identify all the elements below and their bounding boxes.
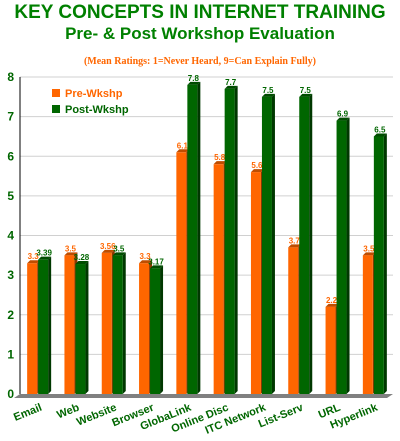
bar-front — [64, 255, 75, 394]
bar-front — [362, 255, 373, 394]
bar-top — [187, 81, 201, 85]
bar-front — [250, 172, 261, 394]
data-label: 6.9 — [337, 110, 349, 119]
bar-top — [288, 244, 302, 248]
data-label: 7.8 — [188, 74, 200, 83]
bar-front — [112, 255, 123, 394]
data-label: 3.17 — [148, 257, 164, 266]
bar-side — [85, 261, 89, 394]
bar-front — [187, 84, 198, 395]
bar-post-9 — [373, 133, 387, 394]
bar-front — [213, 164, 224, 394]
data-label: 3.7 — [289, 236, 301, 245]
bar-post-5 — [224, 85, 238, 394]
data-label: 3.3 — [139, 252, 151, 261]
chart-floor — [14, 394, 393, 398]
chart-title-line-2: Pre- & Post Workshop Evaluation — [65, 24, 335, 43]
bar-top — [38, 256, 52, 260]
bar-front — [325, 306, 336, 394]
y-tick-label: 8 — [7, 70, 14, 84]
bar-post-7 — [299, 93, 313, 394]
y-tick-label: 2 — [7, 308, 14, 322]
data-label: 5.6 — [251, 161, 263, 170]
bar-front — [27, 263, 38, 394]
legend-swatch — [52, 105, 60, 113]
y-tick-label: 6 — [7, 149, 14, 163]
bar-front — [288, 247, 299, 394]
bar-front — [139, 263, 150, 394]
bar-front — [150, 268, 161, 394]
bar-front — [261, 96, 272, 394]
data-label: 2.2 — [326, 296, 338, 305]
bar-side — [160, 265, 164, 394]
bar-side — [197, 81, 201, 395]
bar-side — [346, 117, 350, 395]
y-tick-label: 5 — [7, 189, 14, 203]
data-label: 3.39 — [36, 249, 52, 258]
data-label: 5.8 — [214, 153, 226, 162]
bar-top — [139, 260, 153, 264]
chart-title: KEY CONCEPTS IN INTERNET TRAINING — [14, 2, 386, 23]
data-label: 6.1 — [177, 141, 189, 150]
bar-post-0 — [38, 256, 52, 394]
bar-front — [299, 96, 310, 394]
bar-top — [150, 265, 164, 269]
bar-side — [122, 252, 126, 394]
bar-top — [299, 93, 313, 97]
bar-top — [325, 303, 339, 307]
bar-top — [27, 260, 41, 264]
bar-post-1 — [75, 261, 89, 394]
data-label: 3.5 — [65, 244, 77, 253]
bar-side — [48, 256, 52, 394]
bar-top — [336, 117, 350, 121]
bar-front — [101, 252, 112, 394]
bar-top — [261, 93, 275, 97]
bar-post-2 — [112, 252, 126, 394]
data-label: 7.5 — [262, 86, 274, 95]
data-label: 3.3 — [28, 252, 40, 261]
bar-front — [373, 136, 384, 394]
bar-side — [309, 93, 313, 394]
bar-top — [176, 149, 190, 153]
data-label: 7.7 — [225, 78, 237, 87]
data-label: 3.5 — [113, 244, 125, 253]
bar-front — [75, 264, 86, 394]
bar-top — [64, 252, 78, 256]
bar-top — [362, 252, 376, 256]
bar-top — [224, 85, 238, 89]
legend-label: Post-Wkshp — [65, 104, 129, 116]
y-tick-label: 3 — [7, 268, 14, 282]
legend-label: Pre-Wkshp — [65, 88, 123, 100]
bar-post-6 — [261, 93, 275, 394]
bar-top — [213, 161, 227, 165]
bar-front — [38, 259, 49, 394]
data-label: 7.5 — [300, 86, 312, 95]
bar-top — [250, 169, 264, 173]
bar-side — [271, 93, 275, 394]
bar-post-8 — [336, 117, 350, 395]
data-label: 3.28 — [74, 253, 90, 262]
data-label: 3.5 — [363, 244, 375, 253]
legend-swatch — [52, 89, 60, 97]
y-tick-label: 1 — [7, 347, 14, 361]
bar-top — [373, 133, 387, 137]
bar-post-3 — [150, 265, 164, 394]
chart-subtitle: (Mean Ratings: 1=Never Heard, 9=Can Expl… — [83, 56, 317, 67]
bar-top — [112, 252, 126, 256]
bar-front — [336, 120, 347, 395]
y-tick-label: 4 — [7, 229, 14, 243]
bar-side — [234, 85, 238, 394]
x-tick-label: Email — [12, 402, 44, 424]
bar-front — [224, 88, 235, 394]
data-label: 6.5 — [374, 125, 386, 134]
data-label: 3.56 — [100, 242, 116, 251]
bar-top — [101, 249, 115, 253]
bar-front — [176, 152, 187, 394]
bar-side — [383, 133, 387, 394]
y-tick-label: 7 — [7, 110, 14, 124]
bar-post-4 — [187, 81, 201, 395]
y-tick-label: 0 — [7, 387, 14, 401]
bar-top — [75, 261, 89, 265]
